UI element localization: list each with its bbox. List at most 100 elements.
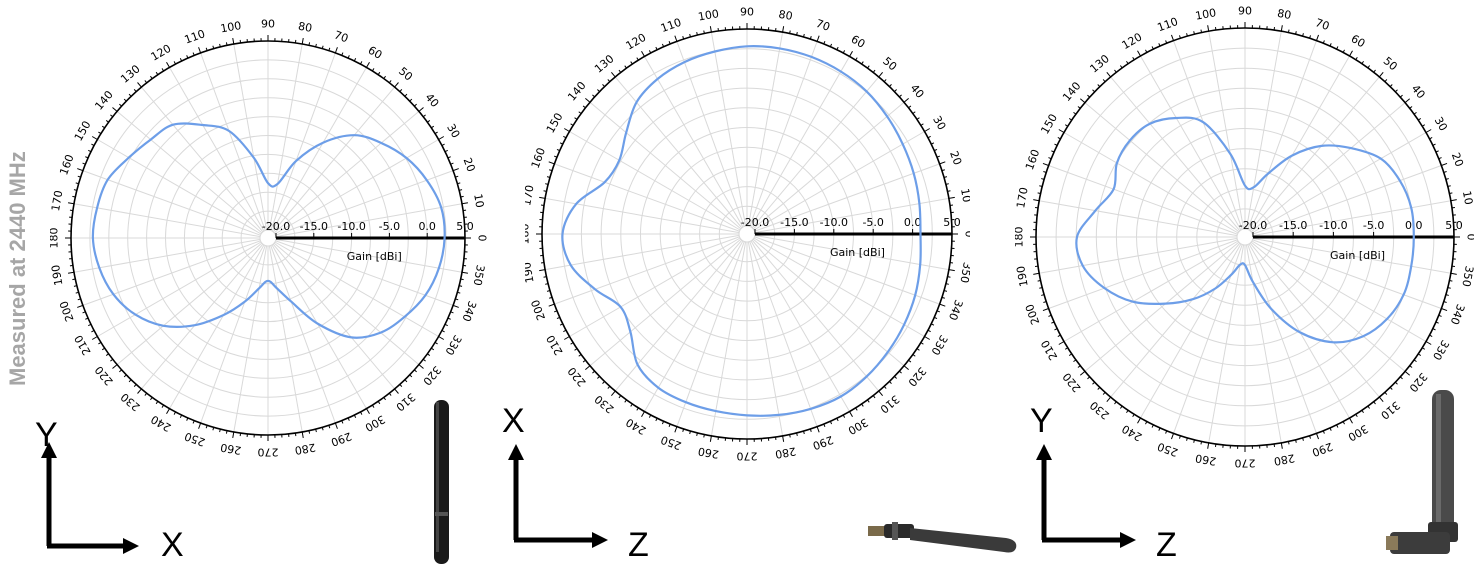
angle-tick-mark: [105, 353, 109, 356]
angle-tick-mark: [1367, 405, 1371, 409]
angle-tick-mark: [347, 55, 350, 59]
angle-tick-mark: [414, 103, 417, 107]
angle-tick-mark: [1170, 34, 1174, 41]
angle-tick-mark: [1041, 294, 1045, 296]
angle-tick-mark: [574, 348, 578, 351]
angle-tick-mark: [630, 61, 633, 65]
angle-tick-mark: [543, 190, 547, 192]
angle-tick-mark: [549, 296, 553, 299]
angle-tick-mark: [1417, 118, 1422, 121]
angle-tick-mark: [418, 364, 424, 369]
angle-tick-mark: [383, 397, 386, 401]
angle-tick-label: 50: [1381, 54, 1400, 73]
angle-tick-mark: [1280, 442, 1283, 449]
angle-tick-mark: [861, 403, 864, 407]
angle-tick-mark: [1355, 56, 1358, 61]
angle-tick-mark: [155, 401, 159, 405]
grid-spoke: [97, 139, 262, 235]
radial-tick-label: -10.0: [337, 220, 365, 233]
angle-tick-mark: [556, 148, 560, 152]
angle-tick-mark: [803, 33, 805, 38]
angle-tick-mark: [1119, 405, 1123, 409]
angle-tick-mark: [867, 65, 870, 69]
angle-tick-label: 30: [930, 114, 948, 133]
angle-tick-mark: [553, 155, 558, 158]
angle-tick-mark: [212, 45, 215, 49]
angle-tick-mark: [1106, 396, 1112, 403]
angle-tick-mark: [931, 142, 935, 145]
angle-tick-mark: [112, 364, 118, 369]
angle-tick-label: 350: [471, 264, 487, 287]
axis-frame-vertical-label: X: [502, 402, 525, 440]
angle-tick-mark: [803, 430, 805, 435]
angle-tick-mark: [1322, 40, 1325, 44]
angle-tick-mark: [849, 411, 853, 417]
angle-tick-mark: [789, 30, 791, 34]
angle-tick-label: 280: [774, 444, 797, 460]
angle-tick-mark: [460, 195, 464, 198]
angle-tick-mark: [696, 432, 698, 436]
angle-tick-mark: [399, 384, 403, 387]
grid-spoke: [116, 110, 263, 234]
angle-tick-mark: [73, 285, 77, 287]
angle-tick-mark: [618, 395, 622, 399]
angle-tick-mark: [842, 50, 846, 54]
angle-tick-label: 310: [877, 392, 901, 415]
angle-tick-mark: [347, 417, 350, 421]
angle-tick-mark: [1329, 43, 1332, 47]
angle-tick-mark: [578, 354, 582, 357]
angle-tick-label: 320: [905, 364, 928, 388]
angle-tick-mark: [709, 26, 712, 33]
angle-tick-mark: [849, 51, 853, 57]
angle-tick-mark: [460, 278, 464, 281]
angle-tick-label: 10: [471, 193, 486, 209]
angle-tick-label: 180: [50, 228, 61, 249]
grid-spoke: [275, 238, 463, 273]
angle-tick-mark: [1179, 35, 1181, 39]
angle-tick-mark: [1316, 433, 1320, 440]
angle-tick-label: 140: [1060, 80, 1083, 104]
grid-spoke: [754, 236, 940, 305]
grid-spoke: [747, 241, 784, 436]
angle-tick-mark: [434, 341, 438, 345]
angle-tick-mark: [1102, 79, 1106, 83]
grid-spoke: [1173, 40, 1243, 230]
angle-tick-mark: [1336, 424, 1339, 428]
grid-spoke: [1250, 241, 1406, 372]
angle-tick-mark: [636, 407, 639, 411]
angle-tick-label: 260: [697, 444, 720, 460]
radial-tick-label: -5.0: [1363, 219, 1384, 232]
angle-tick-mark: [943, 290, 948, 292]
grid-spoke: [753, 237, 925, 337]
angle-tick-label: 40: [422, 91, 441, 110]
angle-tick-mark: [1145, 49, 1148, 53]
angle-tick-mark: [1193, 439, 1195, 443]
angle-tick-mark: [867, 399, 870, 403]
angle-tick-mark: [1042, 308, 1049, 312]
angle-tick-mark: [77, 304, 84, 308]
angle-tick-label: 330: [1430, 338, 1452, 363]
angle-tick-label: 340: [1448, 302, 1467, 326]
angle-tick-label: 150: [72, 119, 94, 144]
angle-tick-mark: [119, 369, 122, 373]
angle-tick-label: 300: [1346, 422, 1371, 444]
angle-tick-mark: [563, 135, 567, 139]
grid-spoke: [644, 56, 744, 228]
angle-tick-mark: [1425, 129, 1432, 133]
angle-tick-mark: [1051, 150, 1055, 153]
angle-tick-mark: [1295, 439, 1297, 443]
angle-tick-mark: [920, 123, 924, 126]
angle-tick-label: 160: [529, 146, 548, 170]
angle-tick-mark: [150, 75, 153, 79]
grid-spoke: [1039, 237, 1238, 274]
angle-tick-mark: [1207, 442, 1210, 449]
grid-spoke: [1063, 132, 1239, 234]
angle-tick-mark: [941, 169, 945, 172]
angle-tick-label: 220: [92, 363, 115, 387]
grid-spoke: [273, 242, 420, 366]
angle-tick-mark: [128, 379, 132, 383]
angle-tick-mark: [1073, 111, 1077, 115]
angle-tick-mark: [636, 57, 639, 61]
angle-tick-mark: [585, 365, 591, 371]
angle-tick-mark: [1186, 33, 1188, 37]
